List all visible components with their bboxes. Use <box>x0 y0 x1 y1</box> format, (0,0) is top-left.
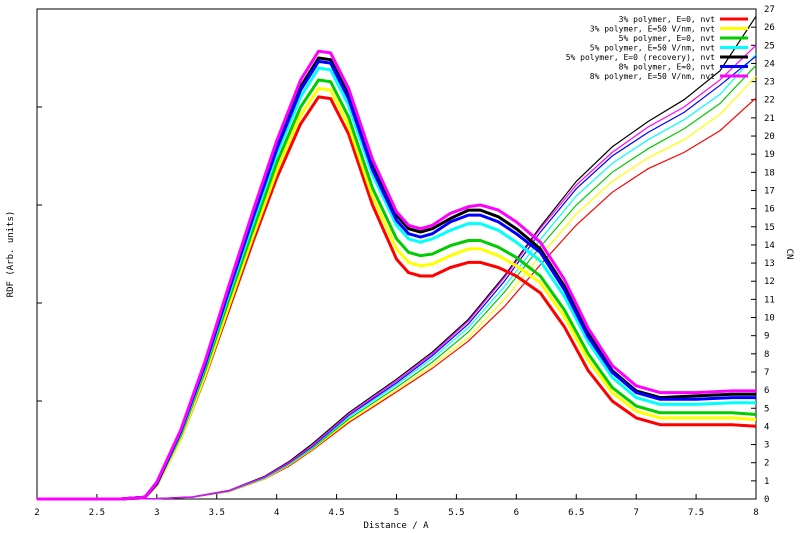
right-y-tick-label: 4 <box>764 422 769 432</box>
series-layer <box>37 15 757 501</box>
x-tick-label: 7.5 <box>688 508 704 518</box>
right-y-tick-label: 16 <box>764 205 775 215</box>
x-tick-label: 4.5 <box>328 508 344 518</box>
rdf-series-line-1 <box>37 86 757 501</box>
rdf-series-line-4 <box>37 56 756 501</box>
right-y-tick-label: 6 <box>764 386 769 396</box>
legend-entry-label: 8% polymer, E=0, nvt <box>619 63 716 72</box>
x-tick-label: 3 <box>154 508 159 518</box>
right-y-tick-label: 1 <box>764 477 769 487</box>
legend-entry-label: 5% polymer, E=0, nvt <box>619 34 716 43</box>
x-tick-label: 7 <box>633 508 638 518</box>
right-y-tick-label: 12 <box>764 277 775 287</box>
right-y-tick-label: 8 <box>764 350 769 360</box>
x-tick-label: 5.5 <box>448 508 464 518</box>
rdf-series-line-2 <box>37 78 757 501</box>
legend-entry-label: 3% polymer, E=50 V/nm, nvt <box>590 25 715 34</box>
right-y-tick-label: 9 <box>764 332 769 342</box>
right-y-tick-label: 27 <box>764 5 775 15</box>
right-y-tick-label: 5 <box>764 404 769 414</box>
right-y-tick-label: 25 <box>764 41 775 51</box>
right-y-tick-label: 20 <box>764 132 775 142</box>
legend-entry-label: 8% polymer, E=50 V/nm, nvt <box>590 72 715 81</box>
right-y-tick-label: 24 <box>764 59 775 69</box>
right-y-tick-label: 19 <box>764 150 775 160</box>
legend-entry-label: 3% polymer, E=0, nvt <box>619 15 716 24</box>
legend-entry-label: 5% polymer, E=50 V/nm, nvt <box>590 44 715 53</box>
legend-entry-label: 5% polymer, E=0 (recovery), nvt <box>566 53 715 62</box>
x-tick-label: 2 <box>34 508 39 518</box>
x-tick-label: 8 <box>753 508 758 518</box>
right-y-tick-label: 11 <box>764 295 775 305</box>
right-y-tick-label: 26 <box>764 23 775 33</box>
plot-area-frame <box>36 8 757 500</box>
x-tick-label: 6 <box>514 508 519 518</box>
cn-series-line-6 <box>37 44 757 500</box>
x-tick-label: 6.5 <box>568 508 584 518</box>
right-y-tick-label: 13 <box>764 259 775 269</box>
cn-series-line-5 <box>37 55 757 500</box>
right-y-axis-title: CN <box>784 249 794 260</box>
right-y-tick-label: 15 <box>764 223 775 233</box>
cn-series-line-2 <box>37 64 757 500</box>
right-y-tick-label: 18 <box>764 168 775 178</box>
right-y-tick-label: 23 <box>764 78 775 88</box>
right-y-tick-label: 10 <box>764 314 775 324</box>
right-y-tick-label: 0 <box>764 495 769 505</box>
right-y-tick-label: 14 <box>764 241 775 251</box>
x-tick-label: 4 <box>274 508 279 518</box>
right-y-tick-label: 17 <box>764 186 775 196</box>
x-axis-title: Distance / A <box>363 521 429 531</box>
right-y-tick-label: 2 <box>764 459 769 469</box>
left-y-ticks <box>37 8 42 500</box>
x-tick-label: 2.5 <box>89 508 105 518</box>
x-tick-label: 5 <box>394 508 399 518</box>
left-y-axis-title: RDF (Arb. units) <box>6 211 16 298</box>
x-tick-label: 3.5 <box>209 508 225 518</box>
right-y-tick-label: 7 <box>764 368 769 378</box>
right-y-tick-label: 22 <box>764 96 775 106</box>
right-y-tick-label: 21 <box>764 114 775 124</box>
right-y-axis-ticks: 0123456789101112131415161718192021222324… <box>751 5 775 505</box>
rdf-series-line-6 <box>37 49 756 501</box>
x-axis-ticks: 2 2.5 3 3.5 4 4.5 5 5.5 6 6.5 7 7.5 8 <box>34 494 759 518</box>
right-y-tick-label: 3 <box>764 441 769 451</box>
